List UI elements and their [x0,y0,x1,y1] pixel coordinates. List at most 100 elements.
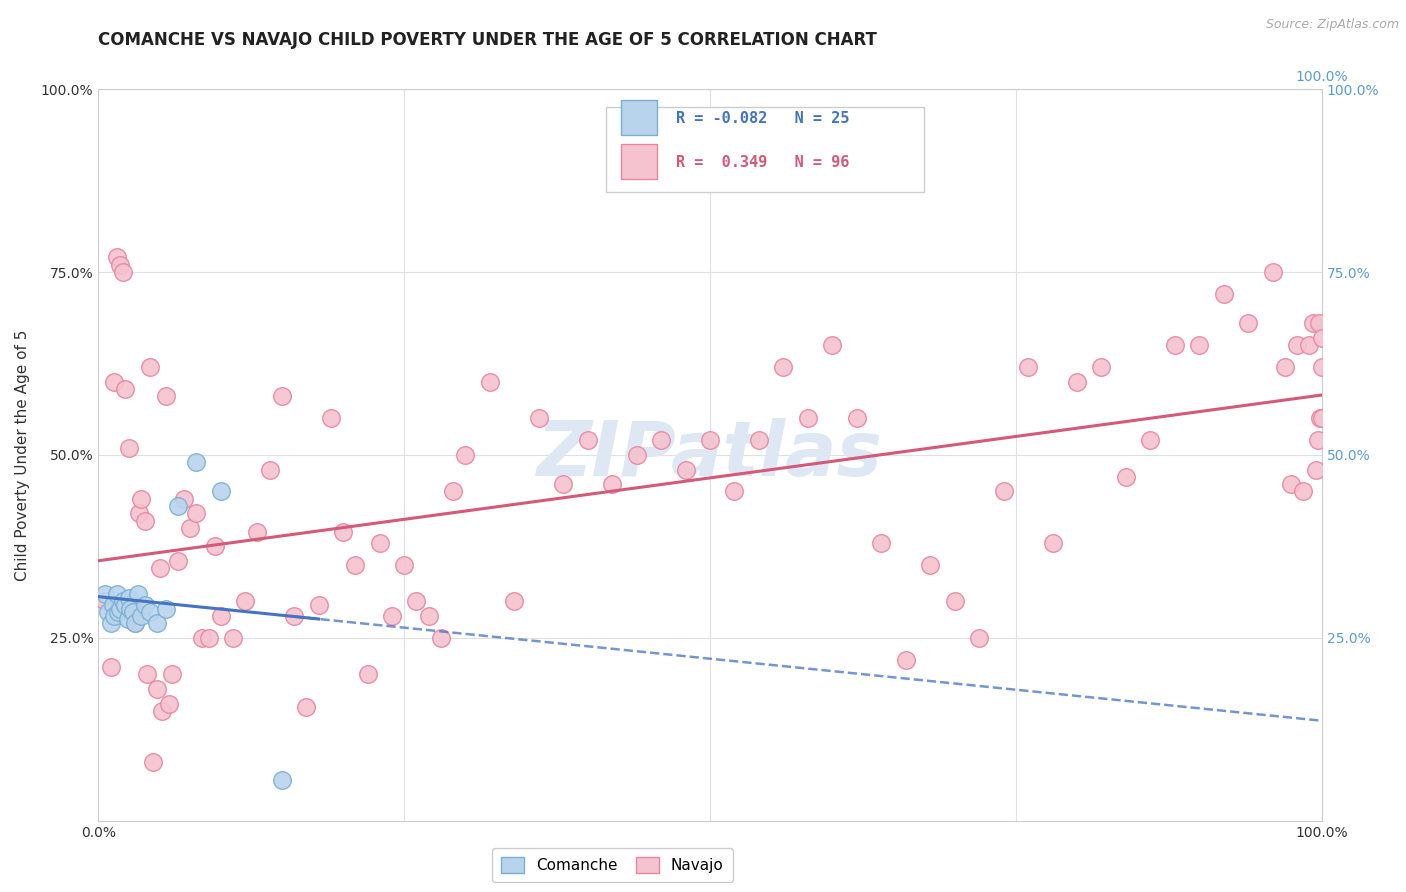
Point [527,411,550,425]
Point [100,660,122,674]
Point [870,535,893,549]
Point [160,667,183,681]
Point [134,598,156,612]
Point [454,448,477,462]
Point [155,389,177,403]
Point [101,598,124,612]
Point [118,591,141,605]
Point [121,605,143,619]
Bar [620,100,658,136]
Point [1302,316,1324,330]
Point [191,631,214,645]
Text: R =  0.349   N = 96: R = 0.349 N = 96 [676,155,849,169]
Point [1188,338,1211,352]
FancyBboxPatch shape [606,108,924,192]
Point [600,477,623,491]
Point [149,561,172,575]
Point [392,558,416,572]
Point [114,382,136,396]
Point [157,697,180,711]
Point [308,598,330,612]
Point [650,434,672,448]
Point [553,477,575,491]
Point [478,375,501,389]
Text: ZIPatlas: ZIPatlas [537,418,883,491]
Point [111,265,134,279]
Point [173,491,195,506]
Point [139,360,162,375]
Point [405,594,427,608]
Point [503,594,526,608]
Point [356,667,378,681]
Point [124,616,146,631]
Point [124,616,146,631]
Point [105,587,128,601]
Text: R = -0.082   N = 25: R = -0.082 N = 25 [676,111,849,126]
Point [675,462,697,476]
Point [920,558,942,572]
Point [381,608,404,623]
Point [772,360,794,375]
Point [1066,375,1088,389]
Point [259,462,281,476]
Point [699,434,721,448]
Point [723,484,745,499]
Point [1310,411,1333,425]
Point [967,631,990,645]
Point [209,484,232,499]
Point [146,681,169,696]
Point [1298,338,1320,352]
Point [1042,535,1064,549]
Point [626,448,648,462]
Point [430,631,453,645]
Point [129,608,152,623]
Point [270,773,294,788]
Point [332,524,354,539]
Point [142,755,165,769]
Point [1017,360,1039,375]
Point [121,598,143,612]
Point [186,507,208,521]
Point [209,608,232,623]
Point [110,258,132,272]
Point [128,507,150,521]
Point [136,667,159,681]
Point [222,631,245,645]
Point [117,613,139,627]
Point [186,455,208,469]
Point [1274,360,1296,375]
Point [204,539,226,553]
Point [127,587,149,601]
Point [1310,360,1333,375]
Point [748,434,770,448]
Point [845,411,868,425]
Point [107,605,129,619]
Point [233,594,256,608]
Point [1237,316,1260,330]
Point [134,514,156,528]
Point [344,558,367,572]
Point [1279,477,1302,491]
Point [111,594,134,608]
Point [1286,338,1309,352]
Point [1310,331,1333,345]
Point [797,411,820,425]
Point [1306,434,1329,448]
Point [418,608,440,623]
Point [1305,462,1327,476]
Point [270,389,294,403]
Point [1212,287,1234,301]
Point [1139,434,1161,448]
Point [118,441,141,455]
Point [1292,484,1315,499]
Point [1115,470,1137,484]
Point [246,524,269,539]
Point [150,704,173,718]
Point [1090,360,1112,375]
Point [441,484,464,499]
Point [319,411,342,425]
Point [93,587,115,601]
Point [139,605,162,619]
Point [93,594,115,608]
Point [97,605,120,619]
